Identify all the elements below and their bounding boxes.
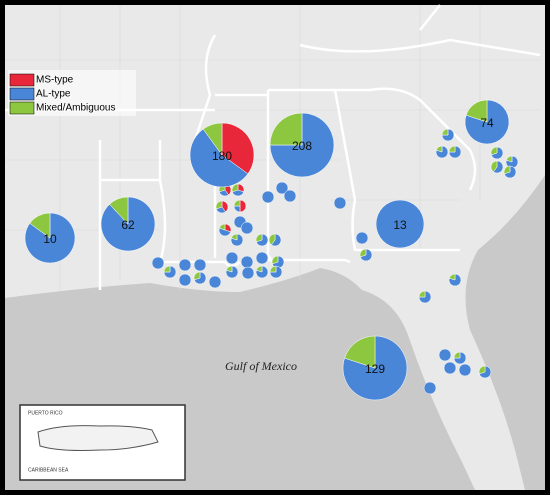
legend-swatch — [9, 73, 35, 87]
pie-total: 74 — [480, 116, 494, 130]
pie-slice — [333, 196, 347, 210]
pie-slice — [208, 275, 222, 289]
pie-total: 62 — [121, 218, 135, 232]
pie-slice — [233, 199, 241, 207]
pie-slice — [225, 265, 233, 273]
pie-slice — [241, 266, 255, 280]
pie-slice — [443, 361, 457, 375]
pie-slice — [275, 181, 289, 195]
pie-slice — [269, 112, 335, 178]
pie-slice — [435, 145, 443, 153]
pie-slice — [344, 335, 376, 369]
pie-slice — [465, 99, 488, 123]
pie-slice — [441, 128, 449, 136]
pie-slice — [255, 233, 263, 243]
inset: PUERTO RICO CARIBBEAN SEA — [19, 404, 186, 481]
legend-swatch — [9, 87, 35, 101]
pie-slice — [215, 200, 223, 210]
pie-slice — [268, 233, 276, 246]
pie-slice — [255, 265, 263, 273]
pie-slice — [375, 199, 425, 249]
pie-slice — [255, 265, 269, 279]
pie-slice — [418, 290, 426, 298]
pie-slice — [225, 251, 239, 265]
pie-slice — [453, 351, 461, 359]
pie-total: 10 — [43, 232, 57, 246]
pie-slice — [240, 221, 254, 235]
pie-slice — [163, 265, 177, 279]
pie-slice — [230, 233, 244, 247]
pie-slice — [151, 256, 165, 270]
pie-slice — [269, 265, 277, 273]
pie-slice — [493, 160, 504, 174]
pie-slice — [218, 223, 226, 231]
pie-slice — [240, 255, 254, 269]
pie-slice — [359, 248, 367, 258]
pie-slice — [189, 128, 249, 188]
pie-slice — [448, 273, 456, 281]
pie-slice — [261, 190, 275, 204]
pie-slice — [255, 251, 269, 265]
pie-total: 208 — [292, 139, 312, 153]
pie-slice — [193, 271, 201, 281]
water-label: Gulf of Mexico — [225, 359, 297, 373]
pie-slice — [271, 233, 282, 247]
legend: MS-type AL-type Mixed/Ambiguous — [8, 70, 136, 116]
pie-slice — [448, 273, 462, 287]
pie-slice — [283, 189, 297, 203]
pie-slice — [269, 265, 283, 279]
pie-slice — [448, 145, 462, 159]
pie-slice — [505, 155, 519, 169]
inset-title: PUERTO RICO — [28, 410, 63, 416]
pie-slice — [478, 365, 486, 375]
pie-slice — [438, 348, 452, 362]
legend-label: MS-type — [36, 75, 74, 86]
pie-slice — [503, 165, 511, 175]
pie-slice — [178, 258, 192, 272]
pie-slice — [453, 351, 467, 365]
pie-total: 180 — [212, 149, 232, 163]
pie-slice — [505, 155, 513, 163]
pie-slice — [29, 212, 51, 239]
legend-swatch — [9, 101, 35, 115]
pie-slice — [202, 122, 223, 156]
pie-slice — [24, 212, 76, 264]
small-pies — [151, 128, 519, 395]
legend-label: Mixed/Ambiguous — [36, 103, 115, 114]
pie-slice — [355, 231, 369, 245]
pie-slice — [448, 145, 456, 153]
pie-total: 129 — [365, 362, 385, 376]
pie-slice — [231, 183, 239, 193]
pie-slice — [109, 196, 129, 225]
pie-slice — [221, 122, 255, 175]
legend-label: AL-type — [36, 89, 71, 100]
atlantic-water — [465, 175, 545, 490]
pie-slice — [435, 145, 449, 159]
pie-slice — [458, 363, 472, 377]
pie-slice — [418, 290, 432, 304]
pie-slice — [163, 265, 171, 273]
pie-slice — [423, 381, 437, 395]
pie-slice — [271, 255, 279, 265]
pie-slice — [178, 273, 192, 287]
pie-slice — [441, 128, 455, 142]
pie-slice — [490, 160, 498, 173]
pie-total: 13 — [393, 218, 407, 232]
pie-slice — [225, 265, 239, 279]
inset-sea: CARIBBEAN SEA — [28, 467, 69, 473]
pie-slice — [193, 258, 207, 272]
pie-slice — [269, 112, 303, 146]
pie-slice — [230, 233, 238, 241]
pie-slice — [239, 199, 247, 213]
large-pies: 10 62 180 208 13 74 129 — [24, 99, 510, 401]
pie-slice — [490, 146, 498, 156]
puerto-rico-outline — [37, 425, 159, 451]
pie-slice — [218, 227, 232, 237]
